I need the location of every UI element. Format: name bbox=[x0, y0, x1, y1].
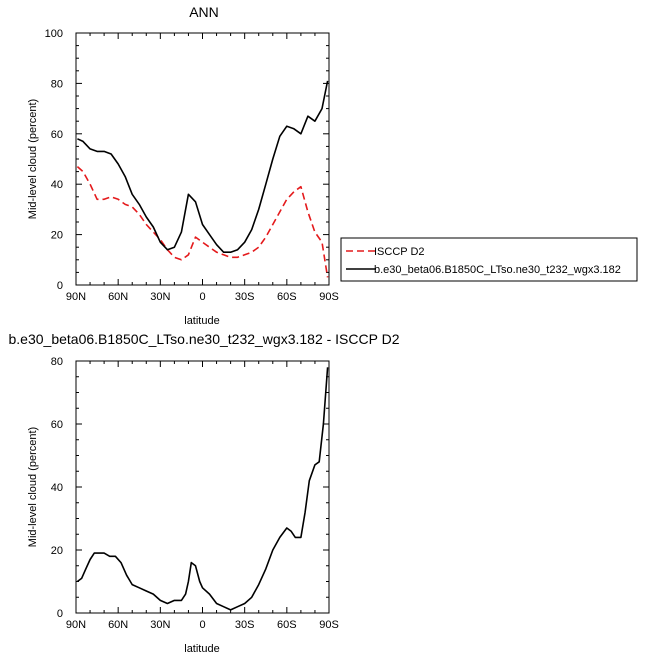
y-tick-label: 60 bbox=[51, 129, 63, 141]
y-axis-label: Mid-level cloud (percent) bbox=[27, 99, 39, 219]
series-group bbox=[76, 367, 329, 611]
top-panel: ANN 90N 60N 30N 0 30S 60S 90S 0 20 40 60 80 100 lat… bbox=[27, 4, 339, 327]
bottom-panel: b.e30_beta06.B1850C_LTso.ne30_t232_wgx3.… bbox=[9, 331, 400, 655]
chart-title: ANN bbox=[189, 4, 219, 20]
y-tick-label: 20 bbox=[51, 545, 63, 557]
x-tick-label: 30S bbox=[235, 619, 255, 631]
x-tick-label: 90S bbox=[319, 291, 339, 303]
x-ticks: 90N 60N 30N 0 30S 60S 90S bbox=[66, 33, 339, 303]
y-tick-label: 100 bbox=[45, 28, 63, 40]
x-tick-label: 30S bbox=[235, 291, 255, 303]
series-line-0 bbox=[76, 367, 329, 611]
x-tick-label: 30N bbox=[150, 619, 170, 631]
x-tick-label: 60S bbox=[277, 619, 297, 631]
y-ticks: 0 20 40 60 80 bbox=[51, 356, 329, 620]
x-axis-label: latitude bbox=[184, 643, 219, 655]
legend-box bbox=[340, 237, 638, 282]
y-tick-label: 40 bbox=[51, 482, 63, 494]
y-ticks: 0 20 40 60 80 100 bbox=[45, 28, 329, 292]
y-tick-label: 80 bbox=[51, 356, 63, 368]
x-tick-label: 60N bbox=[108, 619, 128, 631]
plot-frame bbox=[75, 360, 330, 614]
y-axis-label: Mid-level cloud (percent) bbox=[27, 427, 39, 547]
x-tick-label: 0 bbox=[199, 619, 205, 631]
y-tick-label: 40 bbox=[51, 179, 63, 191]
legend-label-model: b.e30_beta06.B1850C_LTso.ne30_t232_wgx3.… bbox=[374, 264, 621, 276]
series-line-1 bbox=[77, 80, 329, 253]
x-tick-label: 90N bbox=[66, 619, 86, 631]
x-tick-label: 0 bbox=[199, 291, 205, 303]
x-tick-label: 90N bbox=[66, 291, 86, 303]
x-tick-label: 30N bbox=[150, 291, 170, 303]
y-tick-label: 80 bbox=[51, 78, 63, 90]
y-tick-label: 0 bbox=[57, 608, 63, 620]
x-ticks: 90N 60N 30N 0 30S 60S 90S bbox=[66, 361, 339, 631]
x-tick-label: 60S bbox=[277, 291, 297, 303]
x-axis-label: latitude bbox=[184, 315, 219, 327]
y-tick-label: 20 bbox=[51, 230, 63, 242]
y-tick-label: 0 bbox=[57, 280, 63, 292]
x-tick-label: 90S bbox=[319, 619, 339, 631]
series-group bbox=[76, 80, 329, 278]
y-tick-label: 60 bbox=[51, 419, 63, 431]
legend: ISCCP D2 b.e30_beta06.B1850C_LTso.ne30_t… bbox=[340, 237, 638, 282]
x-tick-label: 60N bbox=[108, 291, 128, 303]
chart-title: b.e30_beta06.B1850C_LTso.ne30_t232_wgx3.… bbox=[9, 331, 400, 347]
legend-label-isccp: ISCCP D2 bbox=[374, 246, 425, 258]
series-line-0 bbox=[76, 166, 329, 278]
